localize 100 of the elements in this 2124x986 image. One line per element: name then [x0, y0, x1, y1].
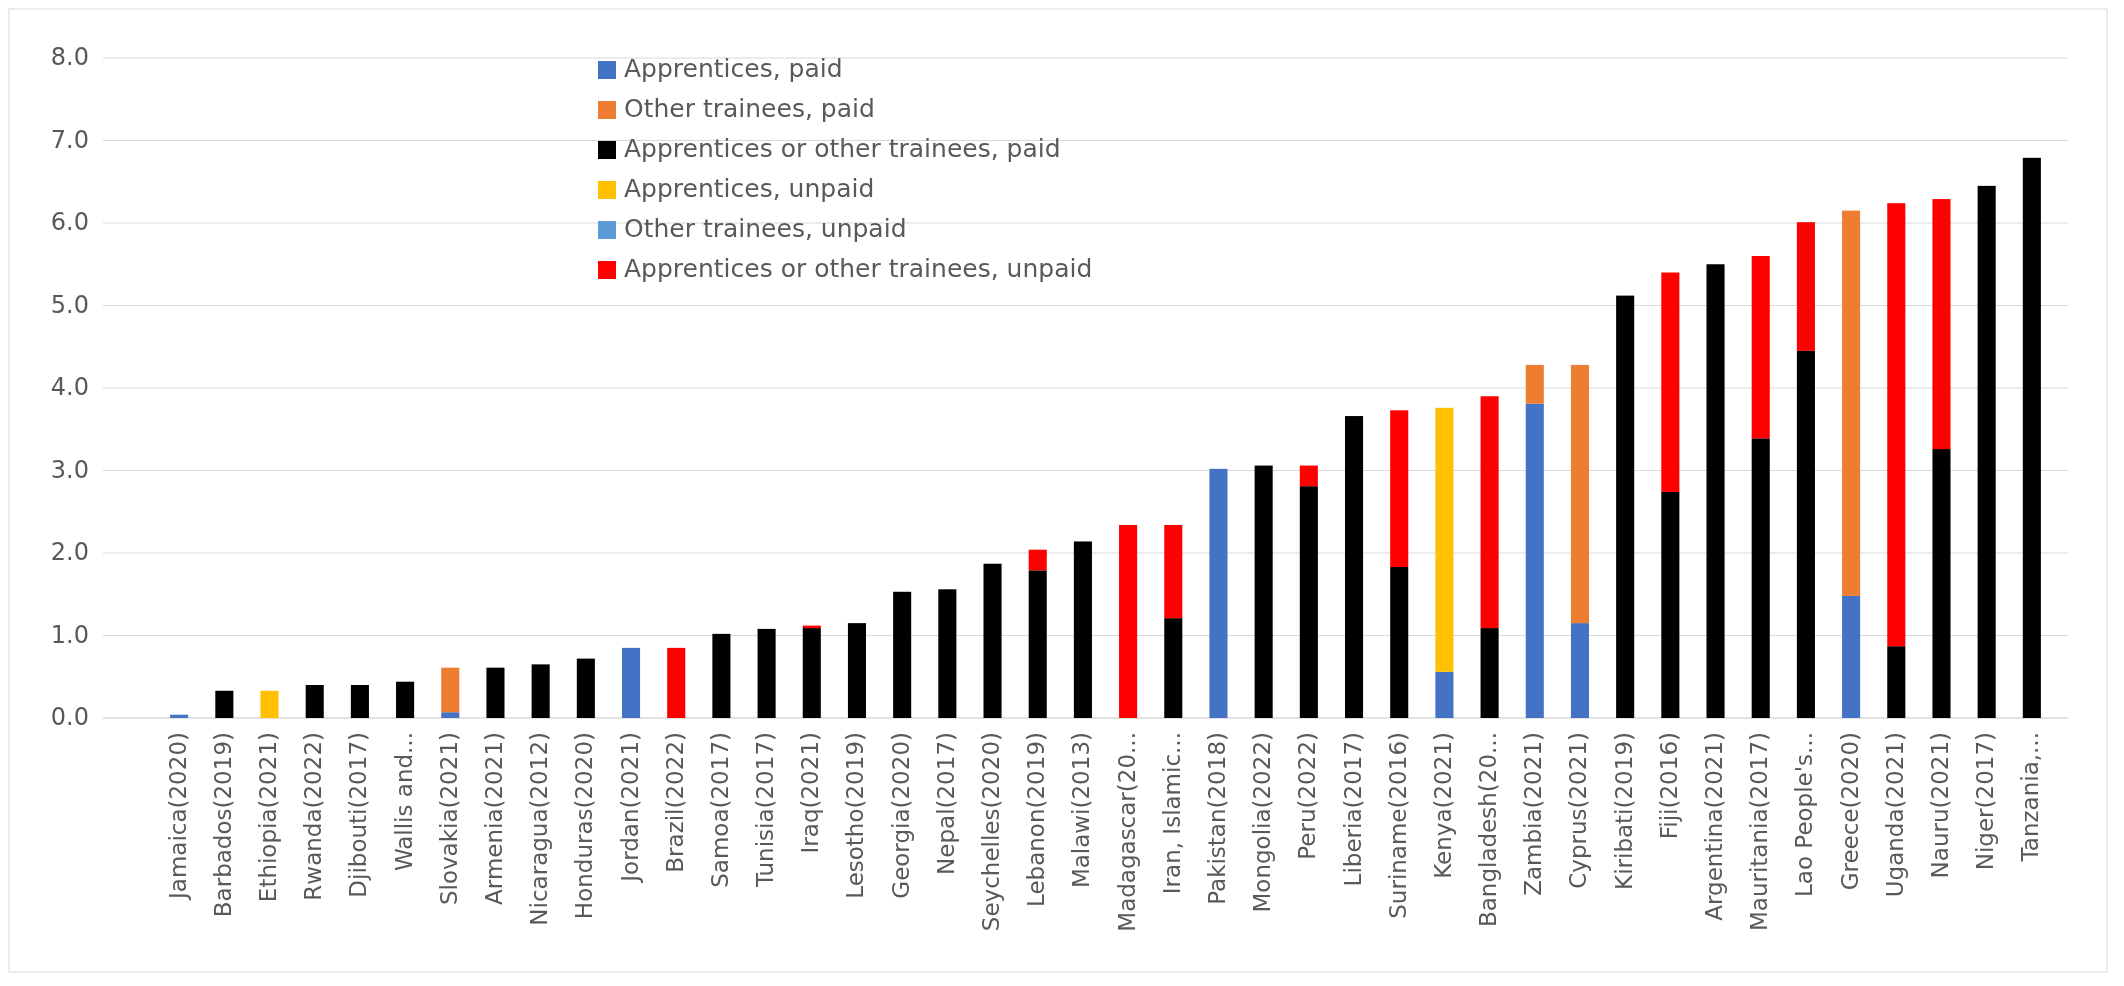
x-tick-label: Kenya(2021) — [1429, 732, 1456, 879]
x-tick-label: Jamaica(2020) — [164, 732, 191, 901]
x-tick-label: Madagascar(20... — [1113, 732, 1140, 932]
legend-label: Apprentices or other trainees, paid — [624, 134, 1061, 163]
bar — [170, 714, 189, 718]
bar — [667, 647, 686, 718]
x-tick-label: Armenia(2021) — [480, 732, 507, 905]
bar — [1932, 449, 1951, 718]
x-tick-label: Kiribati(2019) — [1610, 732, 1637, 890]
x-tick-label: Nicaragua(2012) — [526, 732, 553, 926]
x-tick-label: Lao People's... — [1791, 732, 1818, 897]
bar — [1932, 199, 1951, 450]
y-tick-label: 0.0 — [50, 703, 89, 731]
bar — [1390, 410, 1409, 568]
bar — [1299, 465, 1318, 487]
bar — [1119, 524, 1138, 718]
x-tick-label: Lesotho(2019) — [842, 732, 869, 899]
y-tick-label: 2.0 — [50, 538, 89, 566]
x-tick-label: Pakistan(2018) — [1203, 732, 1230, 905]
bar — [1435, 407, 1454, 672]
x-tick-label: Suriname(2016) — [1384, 732, 1411, 919]
bar — [1706, 264, 1725, 718]
bar — [1480, 396, 1499, 629]
bar — [1570, 623, 1590, 718]
x-tick-label: Nepal(2017) — [932, 732, 959, 875]
bar — [576, 658, 595, 718]
bar — [1661, 272, 1680, 492]
bar — [802, 628, 821, 718]
bar — [1842, 595, 1861, 718]
x-tick-label: Liberia(2017) — [1339, 732, 1366, 887]
bar — [1254, 465, 1273, 718]
bar — [441, 712, 460, 718]
bar — [1164, 618, 1183, 718]
x-tick-label: Niger(2017) — [1972, 732, 1999, 871]
bar — [1616, 295, 1635, 718]
bar — [1842, 210, 1861, 596]
bar — [1525, 364, 1544, 404]
x-tick-label: Mongolia(2022) — [1249, 732, 1276, 913]
bar — [1299, 486, 1318, 718]
bar — [1390, 567, 1409, 718]
x-tick-label: Honduras(2020) — [571, 732, 598, 920]
bar — [305, 685, 324, 718]
y-tick-label: 1.0 — [50, 620, 89, 649]
legend-label: Apprentices or other trainees, unpaid — [624, 254, 1093, 283]
bar — [441, 667, 460, 713]
bar — [1751, 256, 1770, 439]
x-tick-label: Cyprus(2021) — [1565, 732, 1592, 889]
y-tick-label: 6.0 — [50, 208, 89, 236]
bar — [1796, 222, 1815, 351]
bar — [486, 667, 505, 718]
x-tick-label: Lebanon(2019) — [1023, 732, 1050, 907]
bar — [1796, 350, 1815, 718]
bar — [1977, 185, 1996, 718]
x-tick-label: Bangladesh(20... — [1475, 732, 1502, 928]
x-tick-label: Wallis and... — [390, 732, 417, 872]
bar — [1887, 646, 1906, 718]
bar — [1345, 416, 1364, 718]
x-tick-label: Barbados(2019) — [209, 732, 236, 918]
y-tick-label: 4.0 — [50, 373, 89, 401]
x-tick-label: Mauritania(2017) — [1746, 732, 1773, 932]
bar — [1887, 203, 1906, 647]
x-tick-label: Jordan(2021) — [616, 732, 643, 884]
bar — [1661, 491, 1680, 718]
bar — [1480, 628, 1499, 718]
bar — [757, 628, 776, 718]
x-tick-label: Iran, Islamic... — [1158, 732, 1185, 895]
y-tick-label: 3.0 — [50, 455, 89, 484]
x-tick-label: Greece(2020) — [1836, 732, 1863, 891]
legend-label: Other trainees, paid — [624, 94, 875, 123]
x-tick-label: Tanzania,... — [2017, 732, 2044, 863]
legend-label: Apprentices, paid — [624, 54, 843, 83]
bar — [712, 633, 731, 718]
x-tick-label: Georgia(2020) — [887, 732, 914, 899]
bar — [1073, 541, 1092, 718]
x-tick-label: Fiji(2016) — [1655, 732, 1682, 840]
y-tick-label: 7.0 — [50, 125, 89, 154]
bar — [396, 681, 415, 718]
x-tick-label: Djibouti(2017) — [345, 732, 372, 898]
bar — [847, 623, 867, 718]
x-tick-label: Ethiopia(2021) — [255, 732, 282, 903]
x-tick-label: Argentina(2021) — [1701, 732, 1728, 921]
x-tick-label: Zambia(2021) — [1520, 732, 1547, 896]
bar — [621, 647, 641, 718]
bar — [983, 563, 1002, 718]
legend-label: Other trainees, unpaid — [624, 214, 907, 243]
bar — [1028, 549, 1047, 571]
x-tick-label: Slovakia(2021) — [435, 732, 462, 906]
bar — [893, 591, 912, 718]
bar — [531, 664, 550, 718]
x-tick-label: Iraq(2021) — [797, 732, 824, 854]
bar — [938, 589, 957, 718]
legend-label: Apprentices, unpaid — [624, 174, 875, 203]
bar — [215, 690, 234, 718]
bar — [1164, 524, 1183, 619]
x-tick-label: Tunisia(2017) — [752, 732, 779, 889]
x-tick-label: Seychelles(2020) — [978, 732, 1005, 932]
bar — [1751, 438, 1770, 718]
bar — [1209, 468, 1228, 718]
x-tick-label: Uganda(2021) — [1881, 732, 1908, 898]
y-tick-label: 8.0 — [50, 43, 89, 71]
